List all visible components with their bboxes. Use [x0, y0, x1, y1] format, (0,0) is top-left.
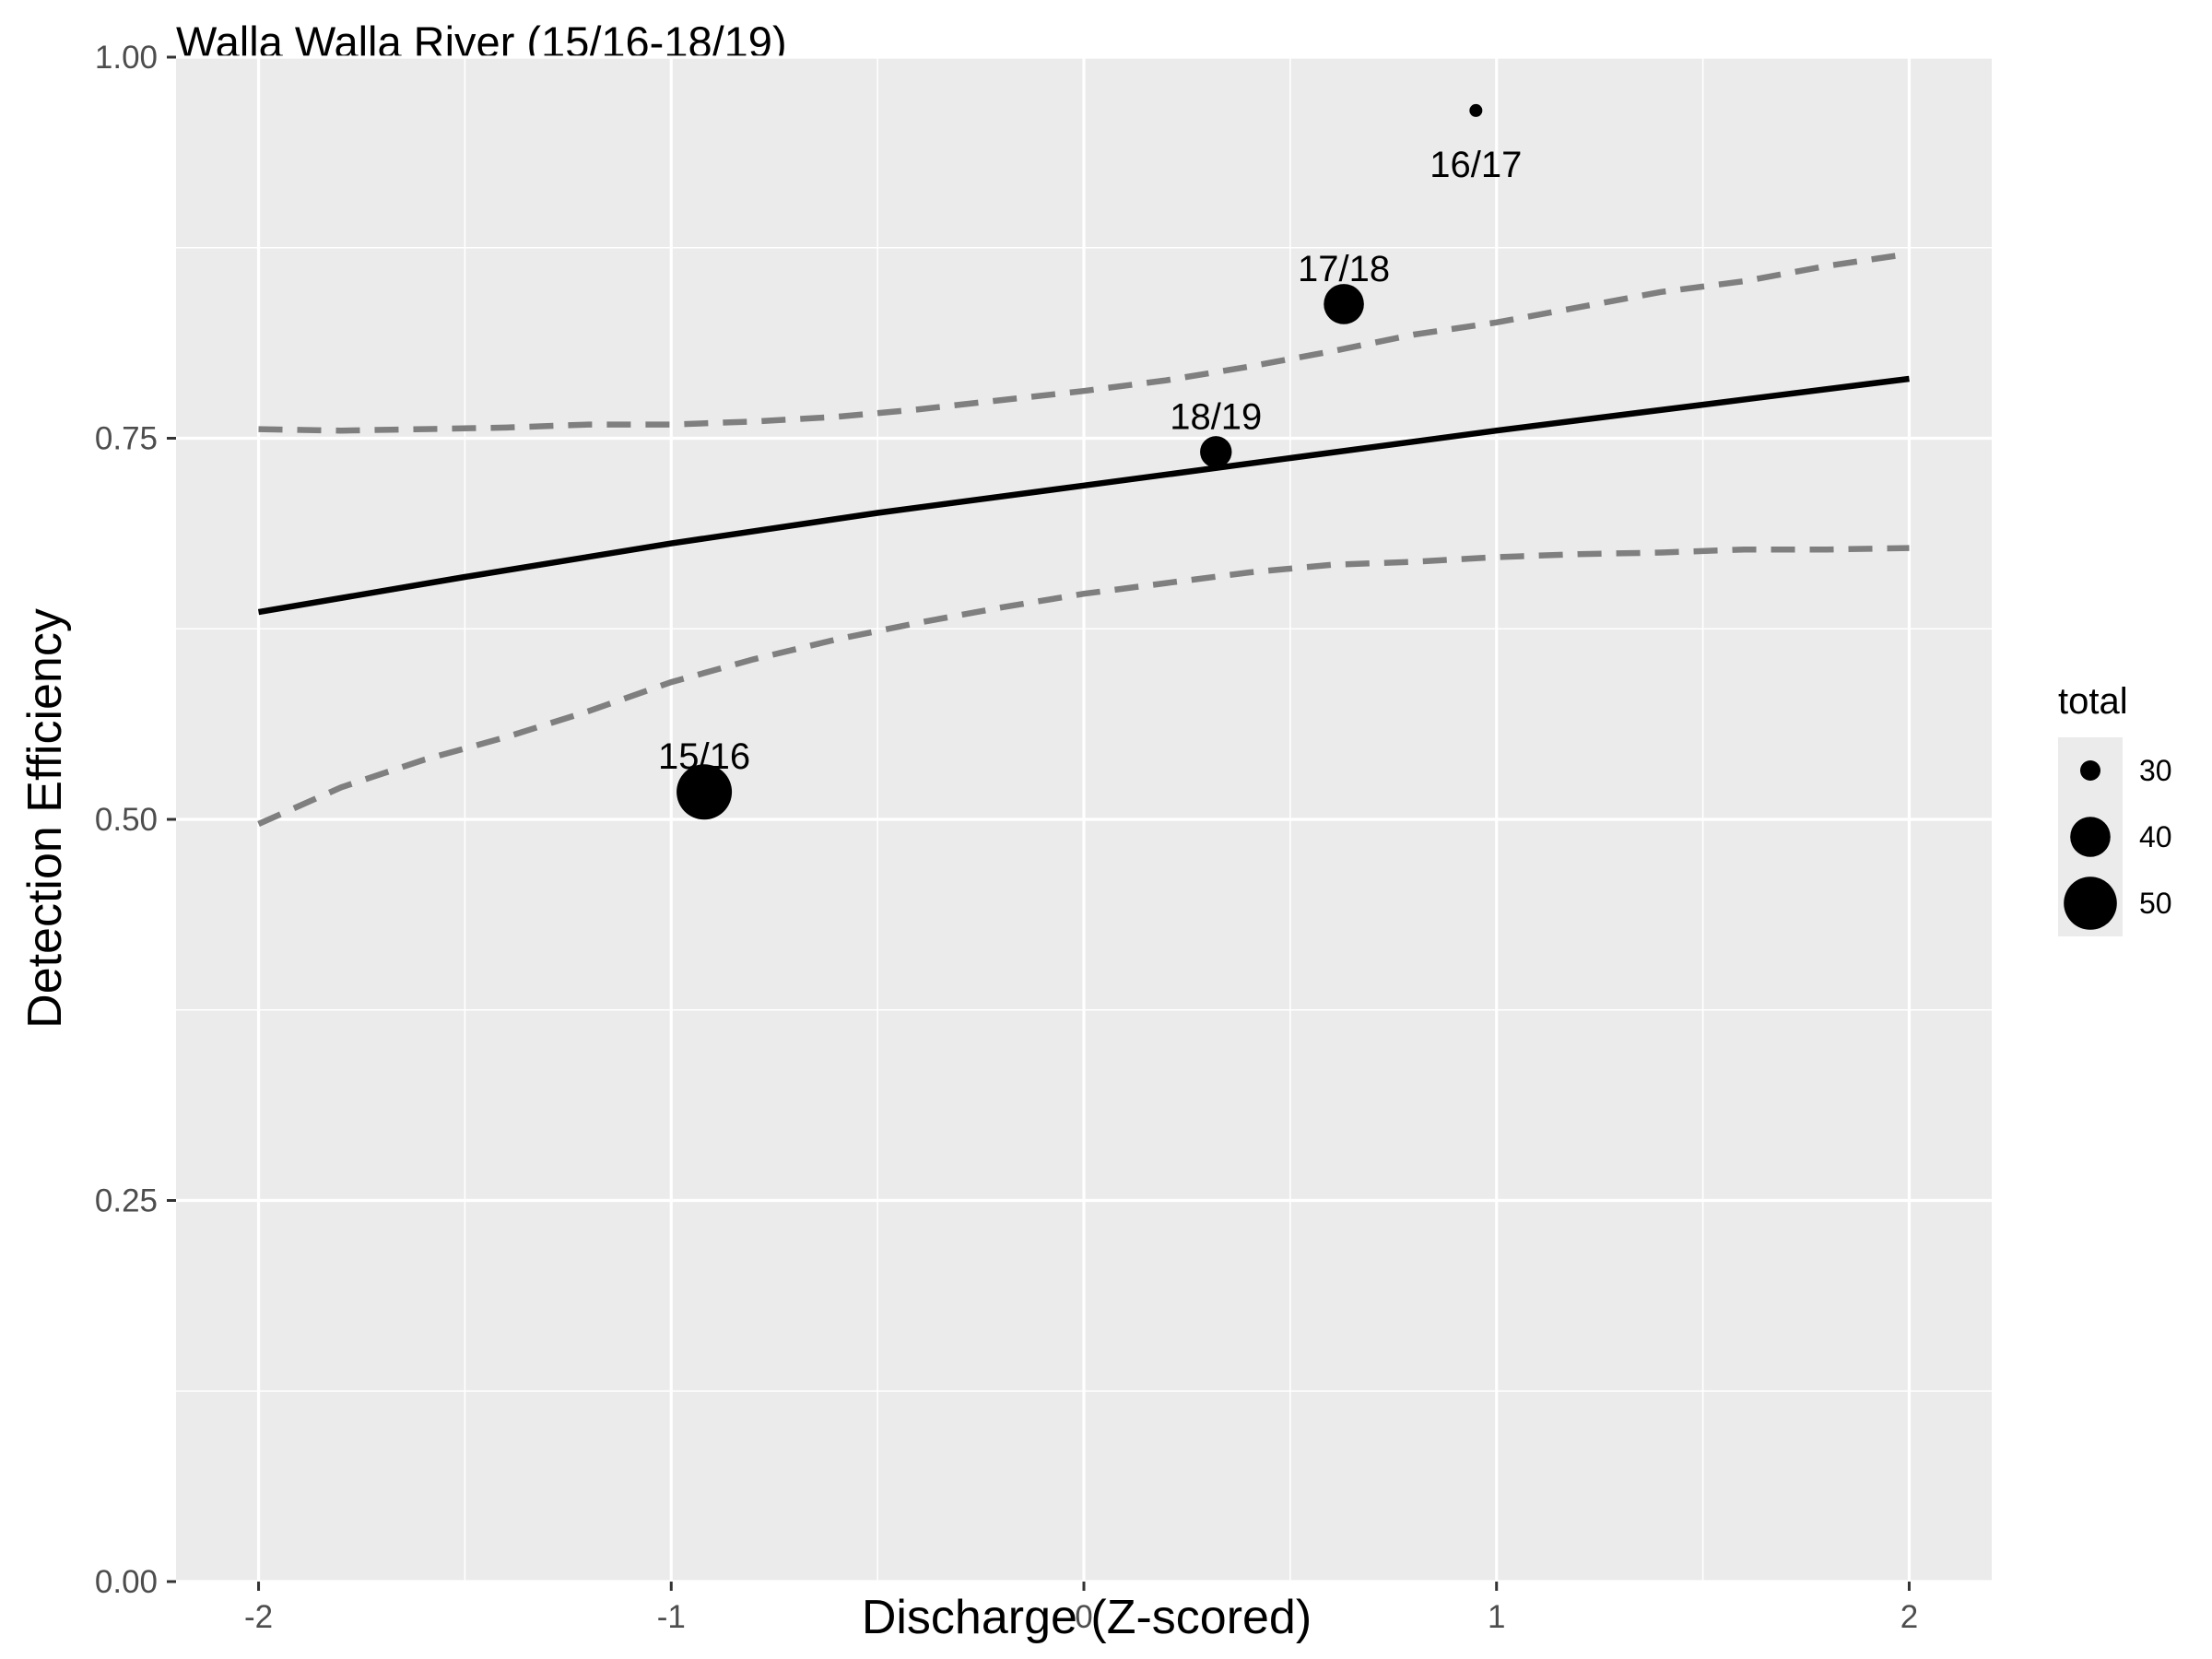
- data-point: [1324, 284, 1364, 324]
- point-label: 17/18: [1298, 249, 1390, 289]
- x-tick-label: 1: [1488, 1599, 1505, 1635]
- legend-title: total: [2058, 681, 2128, 722]
- legend: total 30 40 50: [2058, 681, 2172, 936]
- y-tick-label: 0.75: [95, 421, 158, 457]
- x-axis-title: Discharge (Z-scored): [862, 1591, 1312, 1644]
- y-tick-label: 0.00: [95, 1564, 158, 1600]
- legend-label: 50: [2139, 887, 2172, 920]
- x-tick-label: 2: [1900, 1599, 1918, 1635]
- data-point: [1469, 103, 1483, 117]
- legend-key-circle: [2070, 817, 2111, 857]
- x-tick-label: 0: [1075, 1599, 1092, 1635]
- lower-bound-line: [257, 545, 1910, 827]
- point-labels: 15/16 16/17 17/18 18/19: [658, 145, 1522, 777]
- fit-line-group: [257, 375, 1910, 616]
- x-axis: -2 -1 0 1 2: [244, 1582, 1918, 1635]
- y-tick-label: 0.25: [95, 1183, 158, 1219]
- y-tick-label: 0.50: [95, 802, 158, 838]
- data-points: [677, 103, 1483, 820]
- y-tick-label: 1.00: [95, 40, 158, 76]
- legend-label: 30: [2139, 754, 2172, 787]
- data-point: [677, 764, 733, 820]
- upper-bound-line: [258, 251, 1910, 434]
- legend-key-circle: [2080, 760, 2100, 781]
- point-label: 16/17: [1430, 145, 1522, 185]
- fit-line: [257, 375, 1910, 616]
- point-label: 18/19: [1170, 396, 1262, 437]
- x-tick-label: -1: [657, 1599, 686, 1635]
- point-label: 15/16: [658, 736, 750, 777]
- confidence-bands: [257, 251, 1910, 827]
- x-tick-label: -2: [244, 1599, 273, 1635]
- legend-label: 40: [2139, 820, 2172, 853]
- grid-major: [176, 55, 1992, 1583]
- y-axis: 0.00 0.25 0.50 0.75 1.00: [95, 40, 176, 1600]
- data-point: [1200, 436, 1232, 468]
- y-axis-title: Detection Efficiency: [18, 608, 72, 1029]
- legend-key-circle: [2064, 877, 2117, 930]
